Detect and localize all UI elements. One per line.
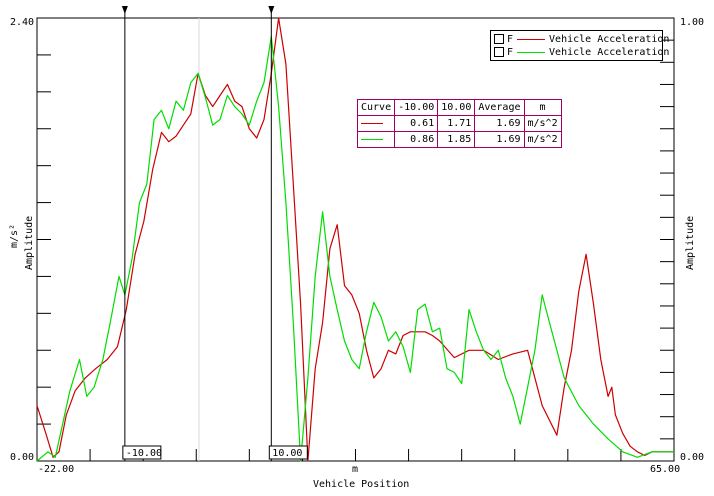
y-left-tick-top: 2.40 [10,17,34,28]
table-header: Curve [356,99,396,116]
cursor-label: 10.00 [272,448,302,459]
axis-ticks [37,39,674,461]
x-axis-unit: m [352,464,358,475]
table-cell: 1.69 [474,115,525,132]
table-cell: 0.61 [394,115,439,132]
cursor-label-box [122,445,162,460]
table-cell: 1.85 [437,131,476,148]
plot-frame [36,17,675,462]
table-cell: m/s^2 [523,131,562,148]
legend: F Vehicle Acceleration F Vehicle Accelerat… [490,30,669,61]
curve-swatch-cell [356,131,396,148]
y-right-tick-top: 1.00 [680,17,704,28]
x-tick-right: 65.00 [650,464,680,475]
table-header: Average [474,99,525,116]
table-cell: m/s^2 [523,115,562,132]
series-layer [36,17,674,462]
y-right-tick-bottom: 0.00 [680,452,704,463]
curve-swatch [361,138,383,140]
legend-prefix: F [507,34,514,45]
y-right-axis-label: Amplitude [685,216,696,270]
cursor-handle[interactable] [121,6,128,14]
table-header: -10.00 [394,99,439,116]
cursor-label-box [268,445,308,460]
table-row: 0.61 1.71 1.69 m/s^2 [356,115,562,132]
series-line-green [36,35,674,462]
y-left-tick-bottom: 0.00 [10,452,34,463]
legend-checkbox[interactable] [494,47,504,57]
legend-checkbox[interactable] [494,34,504,44]
x-tick-left: -22.00 [38,464,74,475]
y-left-axis-unit: m/s² [9,224,20,248]
curve-swatch-cell [356,115,396,132]
table-cell: 1.71 [437,115,476,132]
y-left-axis-label: Amplitude [24,216,35,270]
legend-line-swatch [517,38,546,40]
table-header: m [523,99,562,116]
legend-series-name: Vehicle Acceleration [549,47,670,58]
table-header: 10.00 [437,99,476,116]
table-cell: 1.69 [474,131,525,148]
cursor-layer[interactable]: -10.00 10.00 [121,6,308,461]
legend-series-name: Vehicle Acceleration [549,34,670,45]
table-header-row: Curve -10.00 10.00 Average m [356,99,562,116]
legend-prefix: F [507,47,514,58]
series-line-red [36,17,674,462]
legend-item-green[interactable]: F Vehicle Acceleration [494,46,669,59]
curve-swatch [361,122,383,124]
cursor-readout-table: Curve -10.00 10.00 Average m 0.61 1.71 1… [356,99,562,148]
table-row: 0.86 1.85 1.69 m/s^2 [356,131,562,148]
legend-line-swatch [517,51,546,53]
cursor-handle[interactable] [268,6,275,14]
table-cell: 0.86 [394,131,439,148]
cursor-label: -10.00 [126,448,162,459]
legend-item-red[interactable]: F Vehicle Acceleration [494,33,669,46]
x-axis-label: Vehicle Position [313,479,409,490]
